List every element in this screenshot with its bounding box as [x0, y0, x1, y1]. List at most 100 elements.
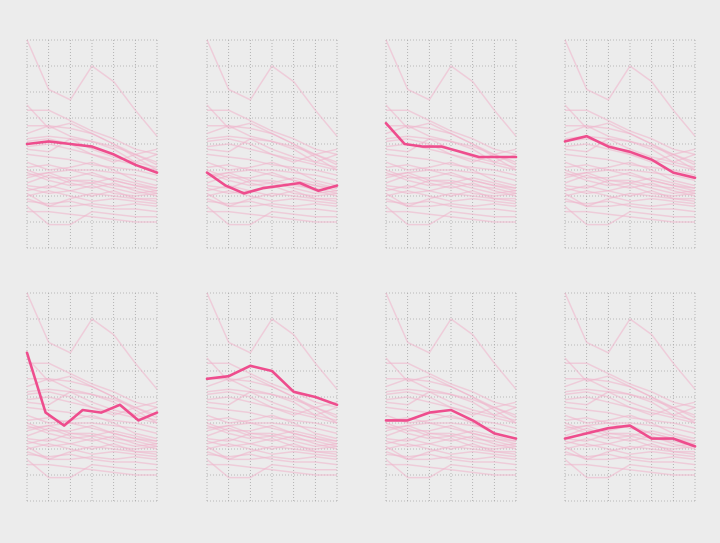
context-series-line-22: [206, 453, 338, 466]
context-series-line-17: [206, 437, 338, 450]
context-series-line-9: [564, 161, 696, 187]
context-series-line-23: [385, 205, 516, 226]
context-series-line-26: [26, 138, 158, 163]
context-series-line-20: [564, 190, 696, 205]
context-series-line-8: [564, 406, 696, 429]
context-series-line-17: [564, 184, 696, 197]
context-series-line-25: [564, 391, 696, 416]
highlight-series-line: [563, 134, 697, 180]
context-series-line-10: [385, 164, 517, 182]
context-series-line-16: [564, 179, 696, 195]
context-series-line-20: [564, 443, 696, 458]
context-series-line-9: [206, 414, 338, 440]
context-series-line-25: [564, 138, 696, 163]
panel-8: [563, 292, 697, 502]
context-series-line-21: [206, 450, 338, 461]
context-series-line-20: [206, 190, 338, 205]
context-series-line-15: [385, 427, 517, 450]
context-series-line-8: [385, 153, 517, 176]
context-series-line-3: [207, 109, 338, 156]
panel-7: [384, 292, 518, 502]
context-series-line-20: [385, 190, 517, 205]
context-series-line-26: [564, 138, 696, 163]
context-series-line-3: [386, 109, 517, 156]
context-series-line-24: [386, 210, 516, 223]
context-series-line-21: [564, 450, 696, 461]
panel-5: [25, 292, 159, 502]
context-series-line-3: [386, 362, 517, 409]
context-series-line-1: [26, 292, 158, 390]
context-series-line-15: [206, 427, 338, 450]
context-series-line-14: [385, 422, 517, 445]
context-series-line-17: [385, 437, 517, 450]
context-series-line-16: [564, 432, 696, 448]
highlight-series-line: [384, 408, 518, 440]
context-series-line-22: [385, 453, 517, 466]
context-series-line-14: [385, 169, 517, 192]
context-series-line-10: [564, 417, 696, 435]
context-series-line-21: [26, 450, 158, 461]
context-series-line-9: [26, 414, 158, 440]
context-series-line-14: [26, 422, 158, 445]
highlight-series-line: [25, 351, 159, 427]
highlight-series-line: [384, 121, 518, 159]
context-series-line-24: [207, 210, 337, 223]
context-series-line-17: [564, 437, 696, 450]
context-series-line-21: [206, 197, 338, 208]
context-series-line-24: [207, 463, 337, 476]
context-series-line-3: [27, 362, 158, 409]
context-series-line-1: [385, 292, 517, 390]
context-series-line-14: [564, 169, 696, 192]
context-series-line-8: [206, 406, 338, 429]
highlight-series-line: [205, 364, 339, 407]
context-series-line-10: [206, 164, 338, 182]
context-series-line-23: [206, 458, 337, 479]
context-series-line-25: [385, 138, 517, 163]
context-series-line-23: [26, 205, 157, 226]
context-series-line-16: [26, 179, 158, 195]
context-series-line-22: [564, 453, 696, 466]
context-series-line-20: [385, 443, 517, 458]
context-series-line-25: [26, 138, 158, 163]
context-series-line-16: [26, 432, 158, 448]
panel-2: [205, 39, 339, 249]
context-series-line-25: [26, 391, 158, 416]
panel-1: [25, 39, 159, 249]
context-series-line-23: [385, 458, 516, 479]
context-series-line-20: [26, 443, 158, 458]
context-series-line-23: [564, 205, 695, 226]
context-series-line-8: [26, 406, 158, 429]
context-series-line-15: [26, 427, 158, 450]
context-series-line-3: [565, 362, 696, 409]
context-series-line-14: [206, 169, 338, 192]
context-series-line-16: [385, 179, 517, 195]
context-series-line-1: [206, 39, 338, 137]
context-series-line-22: [206, 200, 338, 213]
context-series-line-1: [385, 39, 517, 137]
context-series-line-1: [206, 292, 338, 390]
context-series-line-26: [206, 391, 338, 416]
context-series-line-25: [206, 138, 338, 163]
context-series-line-15: [26, 174, 158, 197]
context-series-line-21: [385, 197, 517, 208]
context-series-line-10: [26, 164, 158, 182]
context-series-line-20: [206, 443, 338, 458]
context-series-line-21: [26, 197, 158, 208]
context-series-line-16: [385, 432, 517, 448]
context-series-line-17: [26, 437, 158, 450]
context-series-line-25: [385, 391, 517, 416]
context-series-line-24: [27, 463, 157, 476]
context-series-line-10: [26, 417, 158, 435]
context-series-line-3: [207, 362, 338, 409]
context-series-line-15: [385, 174, 517, 197]
context-series-line-21: [385, 450, 517, 461]
context-series-line-23: [206, 205, 337, 226]
context-series-line-17: [26, 184, 158, 197]
context-series-line-23: [26, 458, 157, 479]
context-series-line-8: [385, 406, 517, 429]
context-series-line-23: [564, 458, 695, 479]
panel-4: [563, 39, 697, 249]
context-series-line-22: [385, 200, 517, 213]
